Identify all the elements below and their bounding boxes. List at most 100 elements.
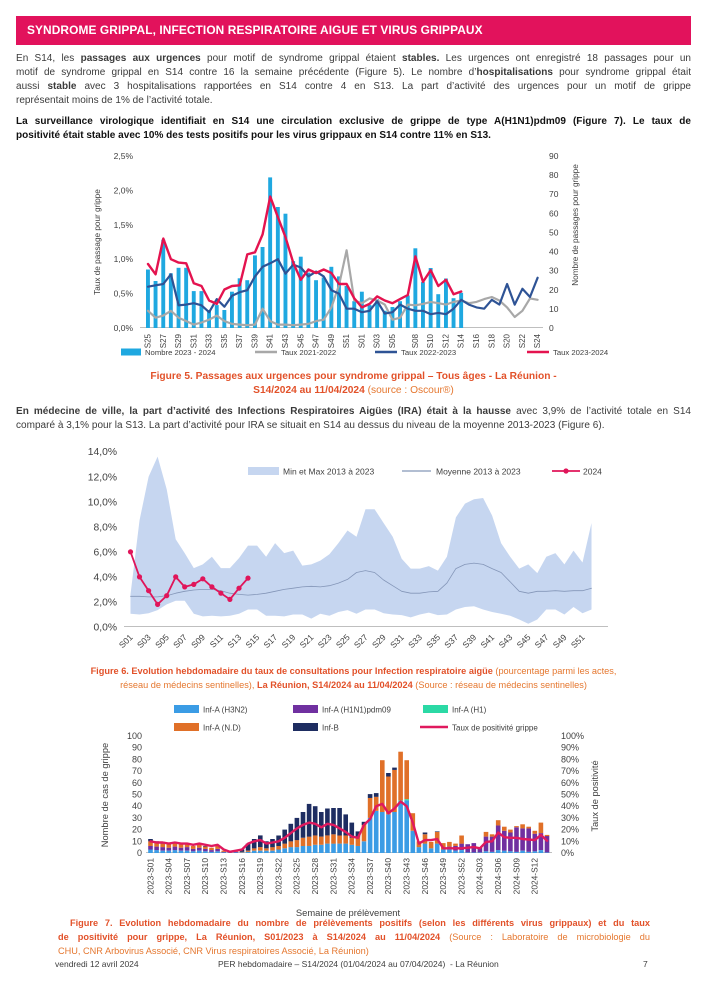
svg-text:100%: 100% [561,731,584,741]
svg-text:Taux 2021-2022: Taux 2021-2022 [281,348,336,357]
svg-text:S45: S45 [515,632,533,650]
svg-text:S01: S01 [357,333,366,348]
svg-text:2023-S01: 2023-S01 [145,858,155,895]
svg-text:S35: S35 [220,333,229,348]
svg-text:2023-S10: 2023-S10 [200,858,210,895]
svg-text:S07: S07 [171,632,189,650]
svg-text:S27: S27 [159,333,168,348]
svg-text:60: 60 [549,208,559,218]
svg-text:S37: S37 [442,632,460,650]
svg-text:S45: S45 [296,333,305,348]
svg-text:S41: S41 [478,632,496,650]
svg-text:2024: 2024 [583,467,602,477]
svg-text:Inf-A (H3N2): Inf-A (H3N2) [203,706,248,715]
svg-text:14,0%: 14,0% [88,447,117,458]
svg-text:80: 80 [549,170,559,180]
svg-text:10: 10 [549,304,559,314]
svg-text:2023-S19: 2023-S19 [255,858,265,895]
svg-text:S23: S23 [316,632,334,650]
svg-text:S49: S49 [327,333,336,348]
svg-text:S51: S51 [569,632,587,650]
svg-text:S12: S12 [442,333,451,348]
svg-text:2023-S43: 2023-S43 [402,858,412,895]
svg-text:2023-S31: 2023-S31 [328,858,338,895]
svg-text:S03: S03 [373,333,382,348]
svg-text:2024-S12: 2024-S12 [530,858,540,895]
svg-text:S17: S17 [261,632,279,650]
svg-text:90: 90 [549,151,559,161]
svg-text:S51: S51 [342,333,351,348]
svg-text:S33: S33 [406,632,424,650]
svg-text:S11: S11 [208,632,226,650]
svg-text:S05: S05 [388,333,397,348]
svg-text:Moyenne 2013 à 2023: Moyenne 2013 à 2023 [436,467,521,477]
svg-text:70%: 70% [561,766,579,776]
svg-text:S47: S47 [533,632,551,650]
svg-text:Nombre de passages pour grippe: Nombre de passages pour grippe [571,164,580,286]
svg-text:20: 20 [132,825,142,835]
svg-text:S35: S35 [424,632,442,650]
svg-text:S37: S37 [235,333,244,348]
svg-text:6,0%: 6,0% [94,547,117,558]
svg-text:S33: S33 [205,333,214,348]
svg-text:Nombre de cas de grippe: Nombre de cas de grippe [100,743,110,847]
svg-text:2023-S16: 2023-S16 [237,858,247,895]
svg-text:80%: 80% [561,754,579,764]
svg-text:Taux de passage pour grippe: Taux de passage pour grippe [93,189,102,295]
svg-text:90: 90 [132,743,142,753]
svg-text:S39: S39 [460,632,478,650]
svg-text:2024-S09: 2024-S09 [511,858,521,895]
svg-text:2024-S06: 2024-S06 [493,858,503,895]
svg-text:0,0%: 0,0% [94,623,117,634]
svg-text:40%: 40% [561,801,579,811]
svg-text:2023-S07: 2023-S07 [182,858,192,895]
svg-text:2023-S22: 2023-S22 [273,858,283,895]
svg-text:2,0%: 2,0% [94,598,117,609]
svg-text:0,5%: 0,5% [114,289,134,299]
svg-text:S27: S27 [352,632,370,650]
svg-text:S13: S13 [225,632,243,650]
svg-text:S25: S25 [334,632,352,650]
svg-text:2,5%: 2,5% [114,151,134,161]
svg-text:10: 10 [132,836,142,846]
svg-text:S49: S49 [551,632,569,650]
svg-text:8,0%: 8,0% [94,522,117,533]
svg-text:S29: S29 [174,333,183,348]
svg-text:S25: S25 [144,333,153,348]
svg-text:2023-S04: 2023-S04 [164,858,174,895]
svg-text:0: 0 [137,848,142,858]
svg-text:50%: 50% [561,790,579,800]
svg-text:60%: 60% [561,778,579,788]
svg-text:10,0%: 10,0% [88,497,117,508]
svg-text:30%: 30% [561,813,579,823]
svg-text:30: 30 [549,266,559,276]
svg-text:40: 40 [132,801,142,811]
svg-text:4,0%: 4,0% [94,573,117,584]
svg-text:S39: S39 [251,333,260,348]
svg-text:2023-S25: 2023-S25 [292,858,302,895]
svg-text:2023-S49: 2023-S49 [438,858,448,895]
svg-text:Taux de positivité: Taux de positivité [590,760,600,831]
svg-text:2,0%: 2,0% [114,185,134,195]
svg-text:100: 100 [127,731,142,741]
svg-text:1,0%: 1,0% [114,254,134,264]
svg-text:70: 70 [132,766,142,776]
svg-text:S08: S08 [411,333,420,348]
svg-text:2023-S46: 2023-S46 [420,858,430,895]
svg-text:20%: 20% [561,825,579,835]
svg-text:S29: S29 [370,632,388,650]
svg-text:S21: S21 [298,632,316,650]
svg-text:30: 30 [132,813,142,823]
svg-text:Taux 2022-2023: Taux 2022-2023 [401,348,456,357]
svg-text:Min et Max 2013 à 2023: Min et Max 2013 à 2023 [283,467,374,477]
svg-text:Taux de positivité grippe: Taux de positivité grippe [452,724,538,733]
svg-text:2023-S40: 2023-S40 [383,858,393,895]
svg-text:2023-S13: 2023-S13 [218,858,228,895]
svg-text:50: 50 [132,790,142,800]
svg-text:0%: 0% [561,848,574,858]
svg-text:20: 20 [549,285,559,295]
svg-text:2023-S28: 2023-S28 [310,858,320,895]
svg-text:S47: S47 [312,333,321,348]
svg-text:Taux 2023-2024: Taux 2023-2024 [553,348,609,357]
svg-text:S24: S24 [533,333,542,348]
